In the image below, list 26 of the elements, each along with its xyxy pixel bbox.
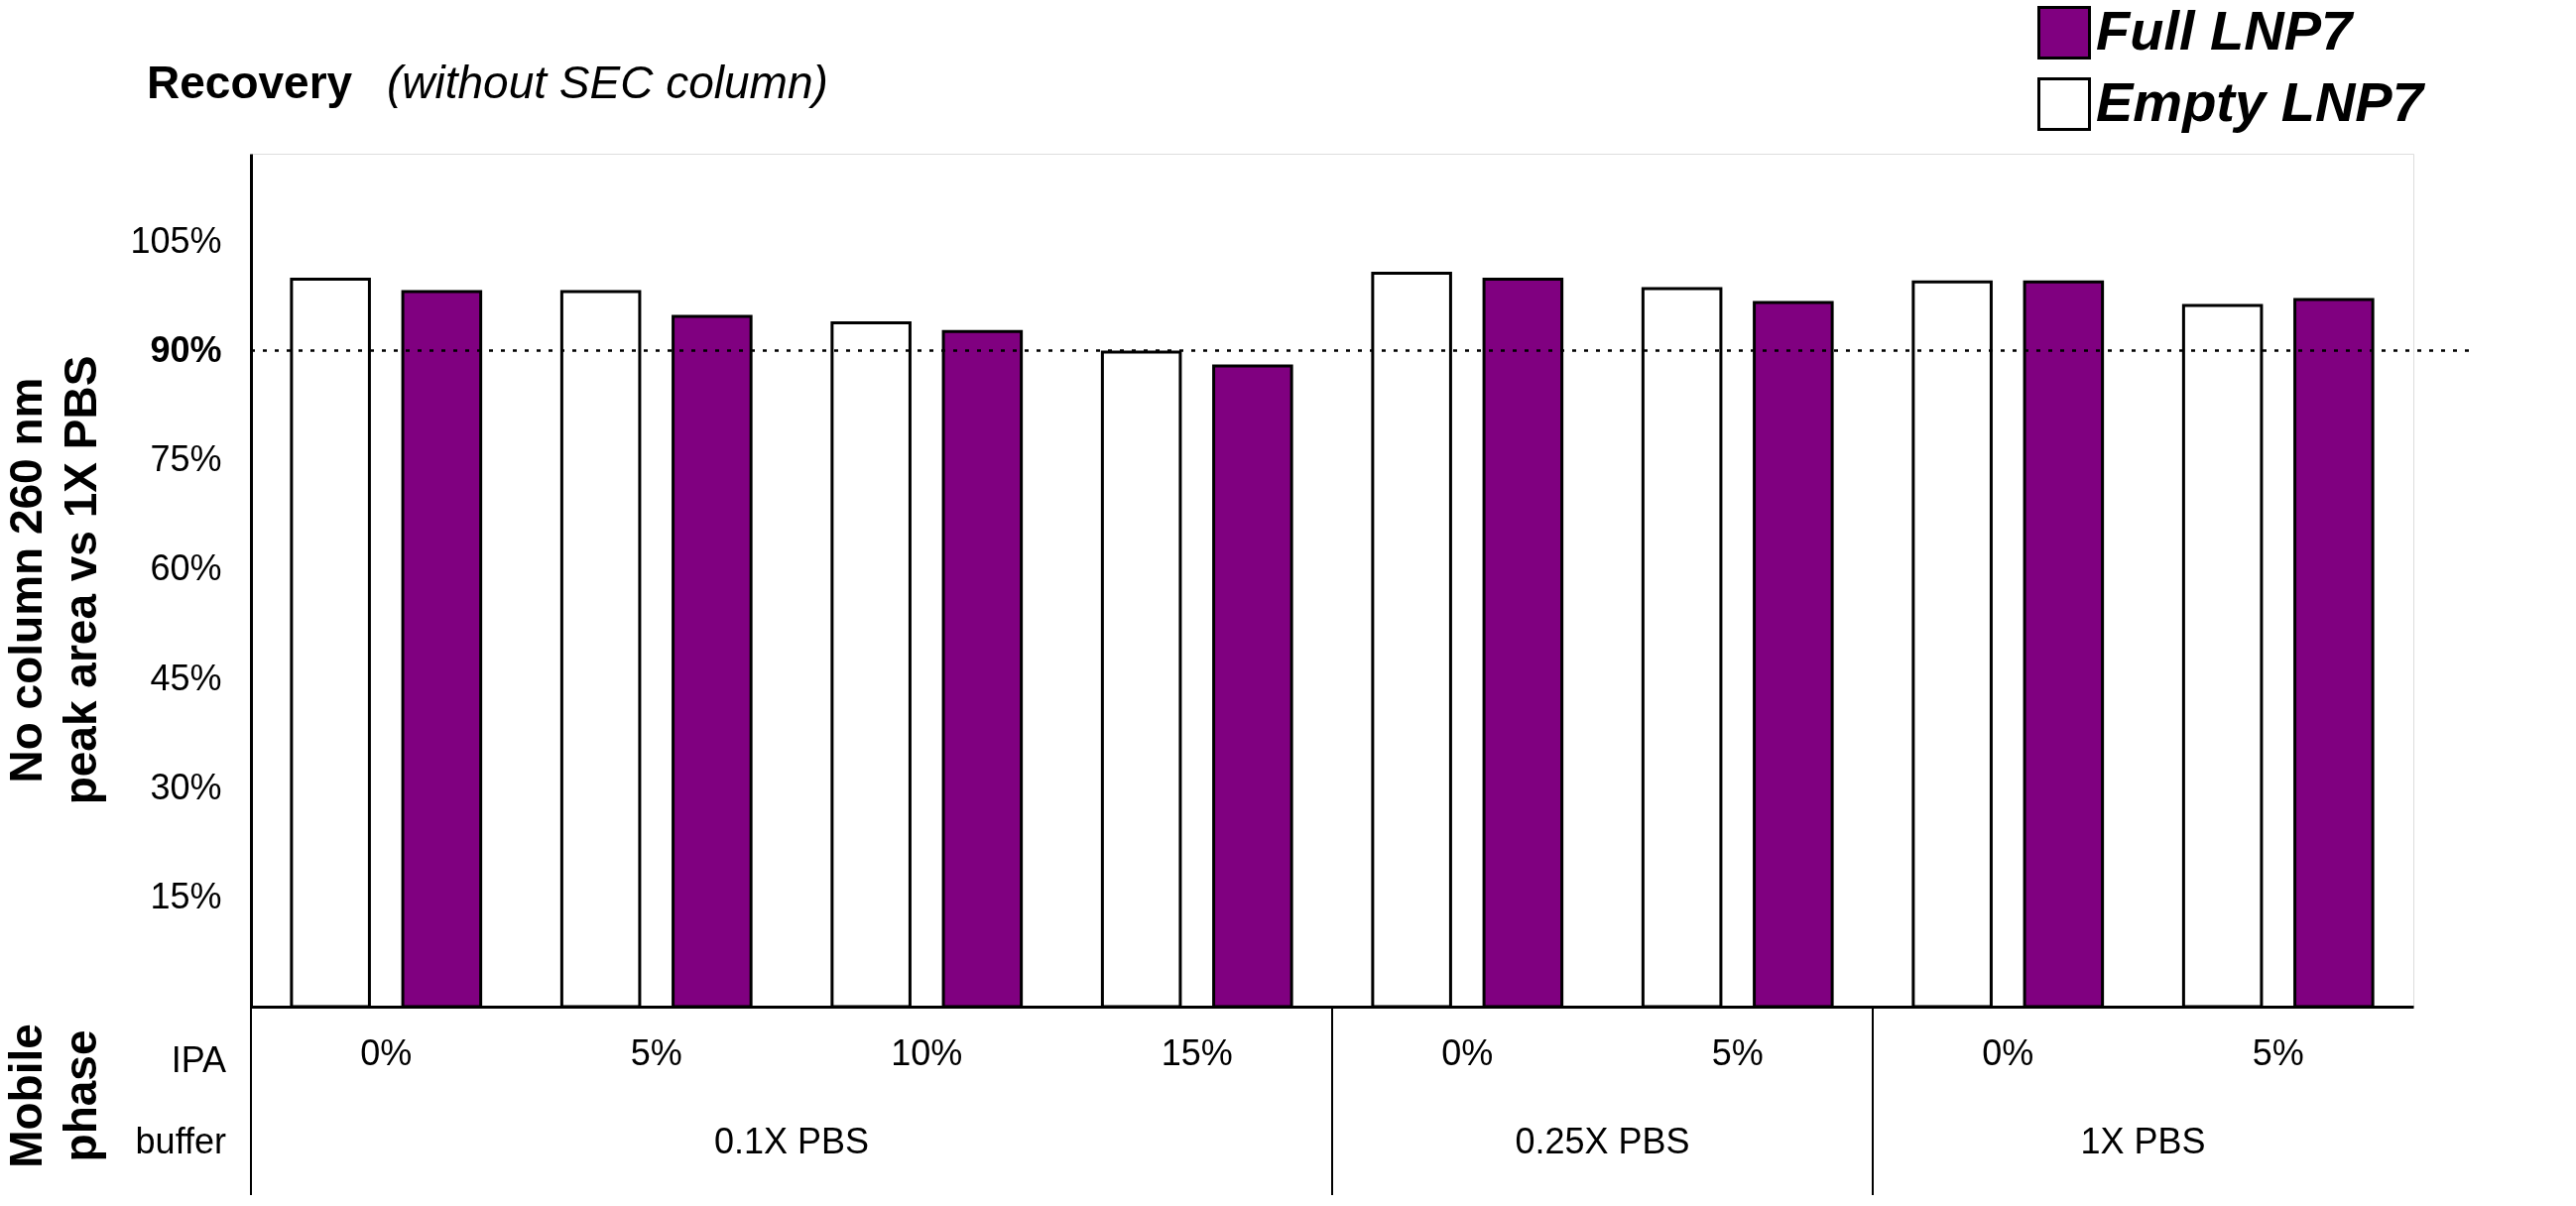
legend-label: Empty LNP7 <box>2096 70 2426 133</box>
text: IPA <box>171 1039 226 1080</box>
x-tick-label: 5% <box>630 1031 682 1073</box>
x-tick-label: 0% <box>1441 1031 1494 1073</box>
text: 0.1X PBS <box>713 1121 870 1161</box>
chart-title: Recovery <box>147 57 353 108</box>
x-tick-label: 10% <box>891 1031 963 1073</box>
y-tick-label: 45% <box>150 657 222 698</box>
chart-subtitle: (without SEC column) <box>387 57 828 108</box>
text: buffer <box>135 1121 227 1161</box>
y-tick-label: 15% <box>150 876 222 917</box>
legend-label: Full LNP7 <box>2096 0 2356 61</box>
y-tick-label: 30% <box>150 766 222 807</box>
text: 0.25X PBS <box>1515 1121 1690 1161</box>
x-tick-label: 0% <box>360 1031 413 1073</box>
y-tick-label: 75% <box>150 438 222 480</box>
y-tick-label: 60% <box>150 547 222 589</box>
x-tick-label: 0% <box>1982 1031 2034 1073</box>
y-axis-title: No column 260 nm peak area vs 1X PBS <box>0 355 106 805</box>
x-tick-label: 5% <box>2252 1031 2304 1073</box>
x-tick-label: 5% <box>1711 1031 1764 1073</box>
x-tick-label: 15% <box>1161 1031 1233 1073</box>
text: Mobile phase <box>0 1024 106 1168</box>
y-tick-label: 90% <box>150 328 222 370</box>
text: 1X PBS <box>2080 1121 2206 1161</box>
y-tick-label: 105% <box>130 219 222 261</box>
